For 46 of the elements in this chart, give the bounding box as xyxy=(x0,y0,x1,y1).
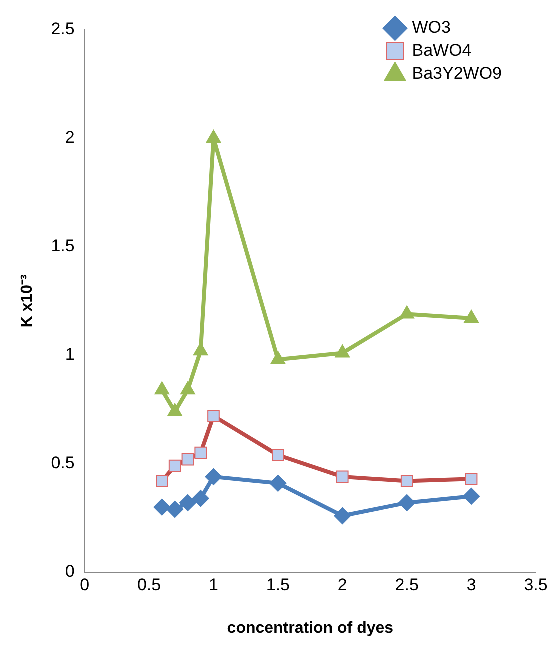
x-tick-label: 2 xyxy=(338,575,348,594)
point xyxy=(192,490,210,508)
point xyxy=(205,468,222,486)
point xyxy=(156,475,168,488)
x-tick-label: 2.5 xyxy=(395,575,419,594)
legend-label: BaWO4 xyxy=(412,41,472,60)
x-tick-label: 1.5 xyxy=(266,575,290,594)
point xyxy=(166,500,184,518)
point xyxy=(270,351,286,364)
point xyxy=(180,382,196,395)
x-axis-title: concentration of dyes xyxy=(227,620,394,637)
point xyxy=(168,403,182,416)
point xyxy=(208,410,220,422)
y-tick-label: 1.5 xyxy=(51,236,75,256)
legend-label: Ba3Y2WO9 xyxy=(412,64,502,84)
y-tick-label: 2 xyxy=(65,128,75,148)
point xyxy=(400,306,415,319)
x-tick-label: 3.5 xyxy=(524,575,548,594)
y-tick-label: 1 xyxy=(65,345,75,364)
point xyxy=(154,382,170,395)
point xyxy=(193,342,208,356)
point xyxy=(400,475,414,488)
point xyxy=(464,310,479,324)
point xyxy=(463,488,480,505)
point xyxy=(182,453,194,466)
point xyxy=(334,507,352,524)
point xyxy=(335,344,350,358)
point xyxy=(206,130,222,143)
x-tick-label: 3 xyxy=(466,575,476,594)
point xyxy=(168,460,182,472)
point xyxy=(272,449,284,462)
point xyxy=(154,498,171,516)
y-tick-label: 0.5 xyxy=(51,454,75,473)
y-tick-label: 2.5 xyxy=(51,20,75,39)
legend-label: WO3 xyxy=(412,18,451,38)
x-tick-label: 0 xyxy=(80,575,90,594)
point xyxy=(465,472,478,486)
point xyxy=(194,446,208,460)
point xyxy=(336,470,349,484)
point xyxy=(398,494,416,512)
x-tick-label: 1 xyxy=(209,575,218,594)
y-axis-title: K x10⁻³ xyxy=(19,274,36,328)
x-tick-label: 0.5 xyxy=(137,575,162,594)
point xyxy=(179,494,196,512)
y-tick-label: 0 xyxy=(65,562,75,582)
point xyxy=(270,474,287,492)
